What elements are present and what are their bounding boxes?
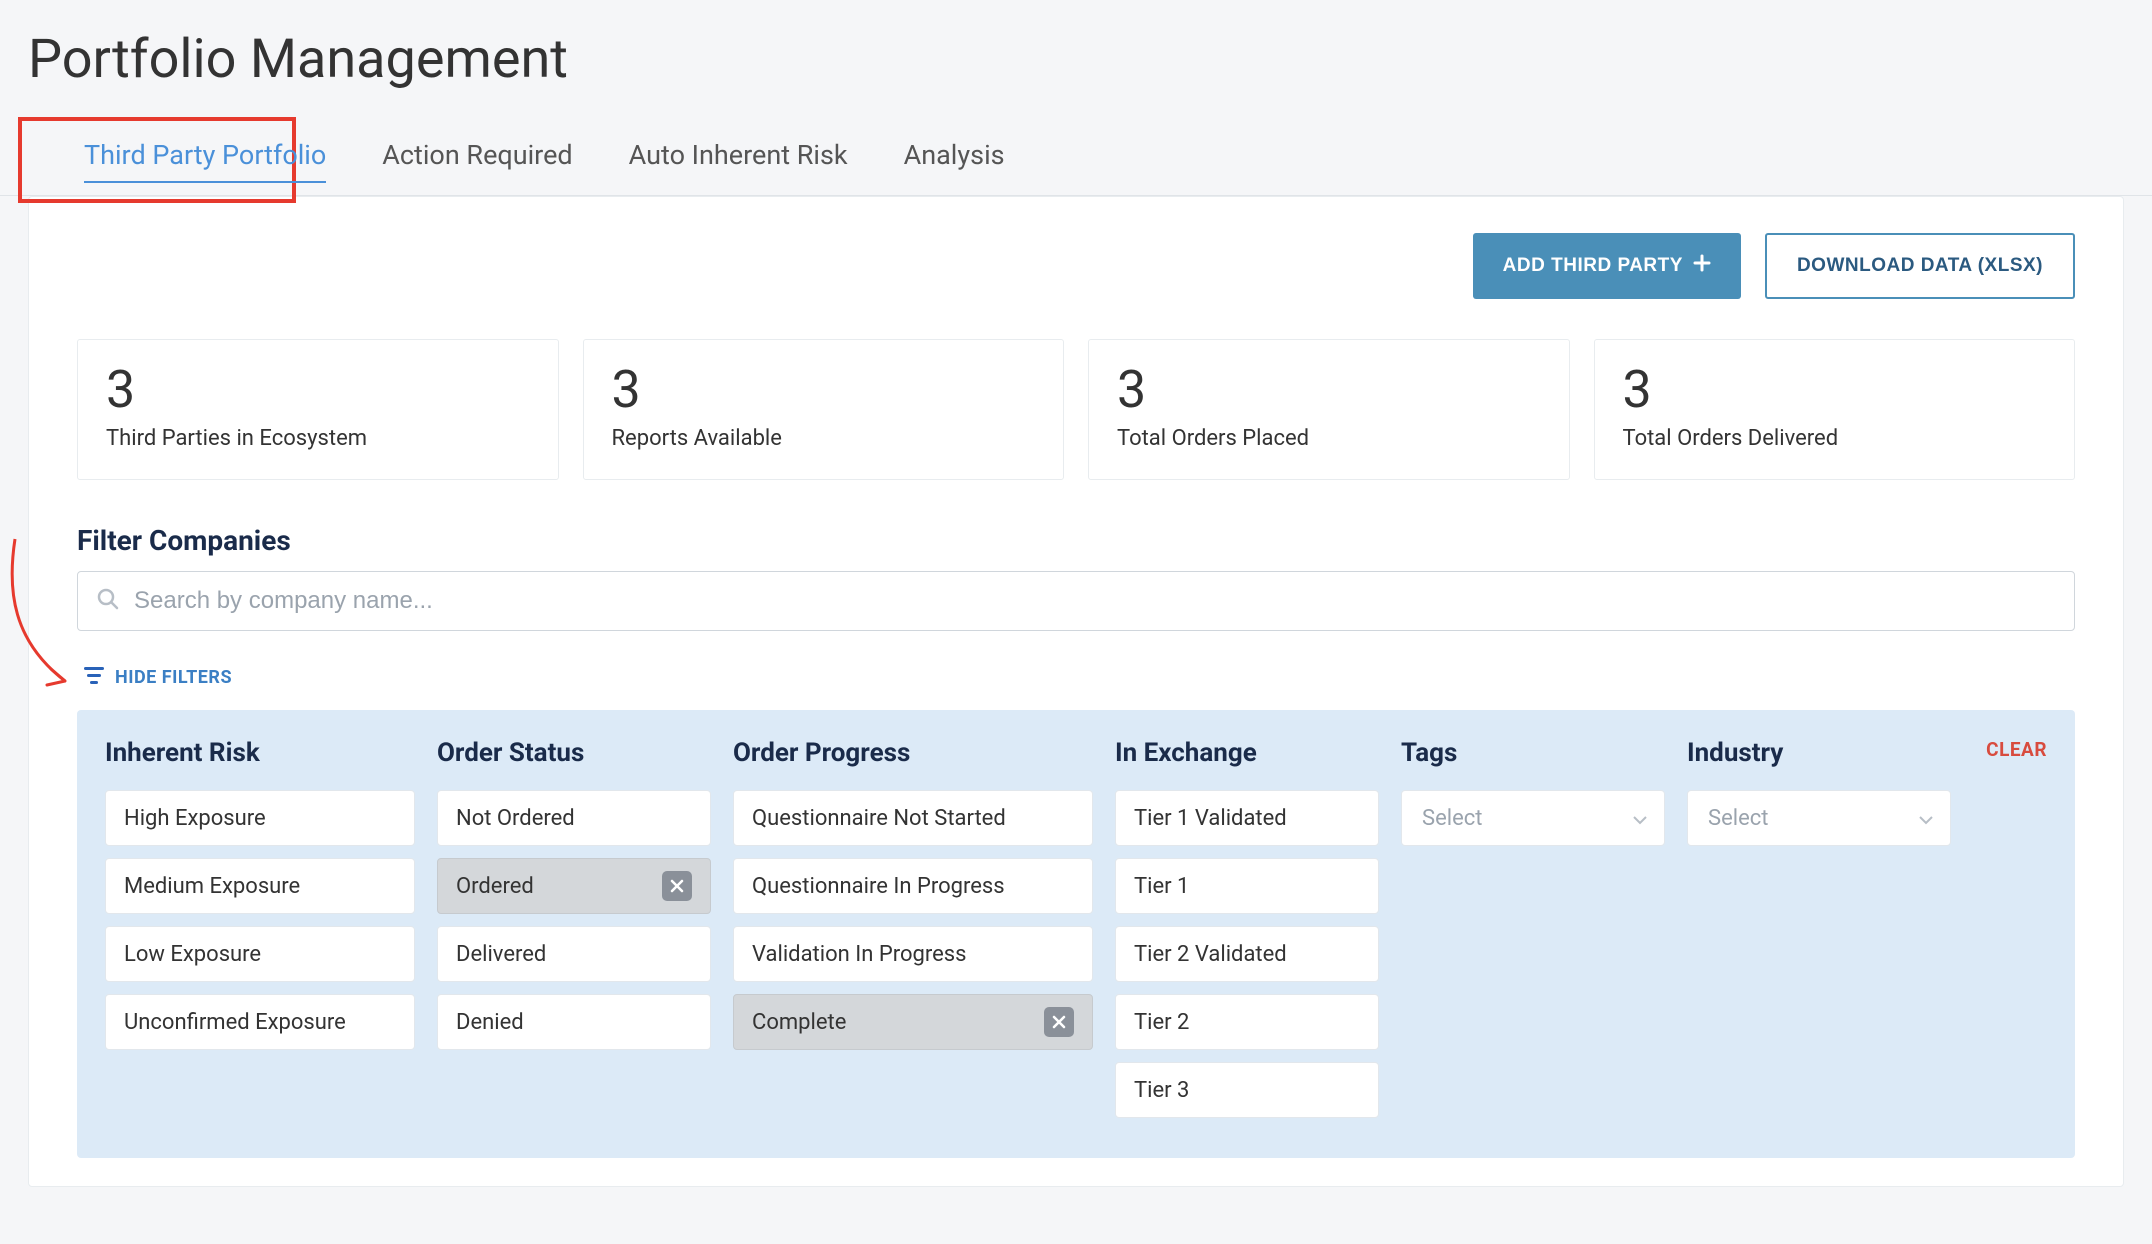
select-dropdown[interactable]: Select <box>1401 790 1665 846</box>
tab-action-required[interactable]: Action Required <box>382 119 572 195</box>
filter-options: High Exposure Medium Exposure Low Exposure… <box>105 790 415 1050</box>
filter-companies-heading: Filter Companies <box>77 524 2075 557</box>
filter-chip[interactable]: Ordered <box>437 858 711 914</box>
chevron-down-icon <box>1632 806 1648 831</box>
stat-value: 3 <box>1623 364 2047 416</box>
stat-label: Reports Available <box>612 426 1036 451</box>
stat-card: 3 Third Parties in Ecosystem <box>77 339 559 480</box>
download-data-button[interactable]: DOWNLOAD DATA (XLSX) <box>1765 233 2075 299</box>
content-card: ADD THIRD PARTY DOWNLOAD DATA (XLSX) 3 Th… <box>28 196 2124 1187</box>
stat-card: 3 Total Orders Placed <box>1088 339 1570 480</box>
filter-chip-label: Delivered <box>456 942 546 967</box>
search-input[interactable] <box>134 587 2056 615</box>
filter-chip-label: Tier 1 Validated <box>1134 806 1287 831</box>
stats-row: 3 Third Parties in Ecosystem 3 Reports Avai… <box>77 339 2075 480</box>
filter-column-title: Tags <box>1401 738 1665 768</box>
filter-chip-label: Questionnaire In Progress <box>752 874 1005 899</box>
add-third-party-label: ADD THIRD PARTY <box>1503 255 1683 277</box>
filter-column-title: Order Status <box>437 738 711 768</box>
hide-filters-label: HIDE FILTERS <box>115 667 232 688</box>
plus-icon <box>1693 254 1711 278</box>
stat-card: 3 Reports Available <box>583 339 1065 480</box>
download-data-label: DOWNLOAD DATA (XLSX) <box>1797 255 2043 277</box>
chevron-down-icon <box>1918 806 1934 831</box>
tab-third-party-portfolio[interactable]: Third Party Portfolio <box>84 119 326 195</box>
filter-options: Tier 1 Validated Tier 1 Tier 2 Validated Ti… <box>1115 790 1379 1118</box>
filter-column-title: Inherent Risk <box>105 738 415 768</box>
filter-chip[interactable]: Tier 2 Validated <box>1115 926 1379 982</box>
filter-icon <box>83 665 105 690</box>
filter-column: Order Status Not Ordered Ordered Delivered D… <box>437 738 711 1118</box>
filter-chip-label: Tier 2 Validated <box>1134 942 1287 967</box>
actions-row: ADD THIRD PARTY DOWNLOAD DATA (XLSX) <box>77 233 2075 299</box>
filter-chip-label: Questionnaire Not Started <box>752 806 1006 831</box>
filter-chip-label: Low Exposure <box>124 942 261 967</box>
filter-column: Order ProgressQuestionnaire Not StartedQ… <box>733 738 1093 1118</box>
filter-chip[interactable]: Delivered <box>437 926 711 982</box>
filter-chip-label: Complete <box>752 1010 846 1035</box>
stat-label: Total Orders Delivered <box>1623 426 2047 451</box>
filter-options: Not Ordered Ordered Delivered Denied <box>437 790 711 1050</box>
search-icon <box>96 587 120 615</box>
filter-chip-label: Unconfirmed Exposure <box>124 1010 346 1035</box>
close-icon[interactable] <box>662 871 692 901</box>
filter-column-title: In Exchange <box>1115 738 1379 768</box>
filter-chip[interactable]: Tier 2 <box>1115 994 1379 1050</box>
select-placeholder: Select <box>1708 806 1768 831</box>
filter-chip[interactable]: Unconfirmed Exposure <box>105 994 415 1050</box>
stat-value: 3 <box>1117 364 1541 416</box>
filter-chip[interactable]: Tier 1 <box>1115 858 1379 914</box>
filter-column: Industry Select <box>1687 738 1951 1118</box>
filter-column: In Exchange Tier 1 Validated Tier 1 Tier 2 … <box>1115 738 1379 1118</box>
filter-chip[interactable]: Low Exposure <box>105 926 415 982</box>
stat-label: Third Parties in Ecosystem <box>106 426 530 451</box>
filter-chip[interactable]: Complete <box>733 994 1093 1050</box>
filter-options: Questionnaire Not Started Questionnaire I… <box>733 790 1093 1050</box>
filter-chip[interactable]: Medium Exposure <box>105 858 415 914</box>
clear-filters-button[interactable]: CLEAR <box>1986 738 2047 761</box>
filter-chip[interactable]: Tier 3 <box>1115 1062 1379 1118</box>
filter-column: Tags Select <box>1401 738 1665 1118</box>
select-dropdown[interactable]: Select <box>1687 790 1951 846</box>
hide-filters-row: HIDE FILTERS <box>77 665 2075 690</box>
search-wrap[interactable] <box>77 571 2075 631</box>
page-title: Portfolio Management <box>0 0 2152 119</box>
tab-analysis[interactable]: Analysis <box>904 119 1005 195</box>
tab-auto-inherent-risk[interactable]: Auto Inherent Risk <box>629 119 848 195</box>
filter-chip-label: Not Ordered <box>456 806 575 831</box>
filter-chip-label: Medium Exposure <box>124 874 300 899</box>
tabs-bar: Third Party Portfolio Action Required Auto… <box>0 119 2152 196</box>
filter-chip[interactable]: Questionnaire In Progress <box>733 858 1093 914</box>
filter-chip[interactable]: Not Ordered <box>437 790 711 846</box>
stat-label: Total Orders Placed <box>1117 426 1541 451</box>
filter-chip-label: Validation In Progress <box>752 942 967 967</box>
filter-chip[interactable]: Questionnaire Not Started <box>733 790 1093 846</box>
filter-chip[interactable]: Validation In Progress <box>733 926 1093 982</box>
add-third-party-button[interactable]: ADD THIRD PARTY <box>1473 233 1741 299</box>
filter-chip[interactable]: Tier 1 Validated <box>1115 790 1379 846</box>
filters-panel: Inherent Risk High Exposure Medium Exposur… <box>77 710 2075 1158</box>
filter-column-title: Industry <box>1687 738 1951 768</box>
filter-chip-label: Tier 2 <box>1134 1010 1189 1035</box>
hide-filters-button[interactable]: HIDE FILTERS <box>83 665 232 690</box>
filter-chip-label: Ordered <box>456 874 534 899</box>
filter-chip-label: Tier 1 <box>1134 874 1189 899</box>
filter-chip-label: High Exposure <box>124 806 266 831</box>
filter-chip-label: Denied <box>456 1010 524 1035</box>
stat-value: 3 <box>612 364 1036 416</box>
stat-value: 3 <box>106 364 530 416</box>
close-icon[interactable] <box>1044 1007 1074 1037</box>
filter-chip[interactable]: High Exposure <box>105 790 415 846</box>
stat-card: 3 Total Orders Delivered <box>1594 339 2076 480</box>
filter-column: Inherent Risk High Exposure Medium Exposur… <box>105 738 415 1118</box>
select-placeholder: Select <box>1422 806 1482 831</box>
filter-chip[interactable]: Denied <box>437 994 711 1050</box>
filter-chip-label: Tier 3 <box>1134 1078 1189 1103</box>
filter-column-title: Order Progress <box>733 738 1093 768</box>
